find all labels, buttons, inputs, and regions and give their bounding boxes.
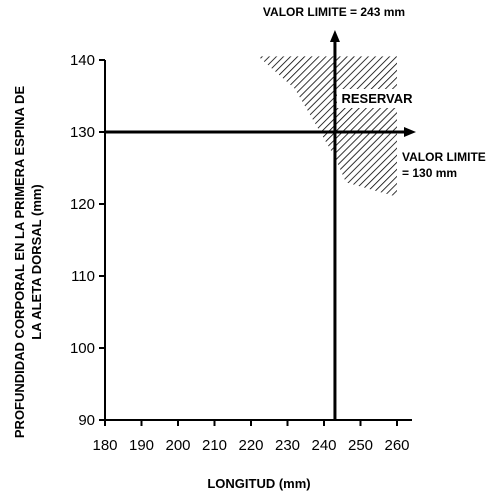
x-tick-label: 250 <box>348 437 373 454</box>
y-tick-label: 110 <box>71 268 95 285</box>
x-tick-label: 200 <box>165 437 190 454</box>
hatched-area <box>258 56 397 197</box>
x-tick-label: 240 <box>311 437 336 454</box>
limit-lines <box>105 30 416 420</box>
horizontal-limit-label-line-2: = 130 mm <box>402 166 457 180</box>
y-axis-title-line-1: PROFUNDIDAD CORPORAL EN LA PRIMERA ESPIN… <box>12 86 27 439</box>
horizontal-limit-arrowhead <box>404 127 416 137</box>
x-tick-label: 180 <box>92 437 117 454</box>
y-axis-title-line-2: LA ALETA DORSAL (mm) <box>29 184 44 340</box>
horizontal-limit-label-line-1: VALOR LIMITE <box>402 150 486 164</box>
x-tick-label: 220 <box>238 437 263 454</box>
y-tick-label: 130 <box>70 124 95 141</box>
reserve-region-label: RESERVAR <box>341 91 413 106</box>
y-tick-label: 100 <box>70 340 95 357</box>
reserve-label-background <box>337 89 417 108</box>
x-tick-label: 210 <box>202 437 227 454</box>
x-axis-title: LONGITUD (mm) <box>207 476 310 491</box>
y-tick-label: 120 <box>70 196 95 213</box>
y-axis-ticks: 90 100 110 120 130 140 <box>70 52 105 429</box>
vertical-limit-label: VALOR LIMITE = 243 mm <box>263 5 405 19</box>
x-axis-ticks: 180 190 200 210 220 230 240 250 260 <box>92 420 410 454</box>
y-tick-label: 90 <box>78 412 95 429</box>
x-tick-label: 260 <box>384 437 409 454</box>
x-tick-label: 190 <box>129 437 154 454</box>
vertical-limit-arrowhead <box>329 30 340 42</box>
x-tick-label: 230 <box>275 437 300 454</box>
y-tick-label: 140 <box>70 52 95 69</box>
reserve-region <box>258 56 417 197</box>
